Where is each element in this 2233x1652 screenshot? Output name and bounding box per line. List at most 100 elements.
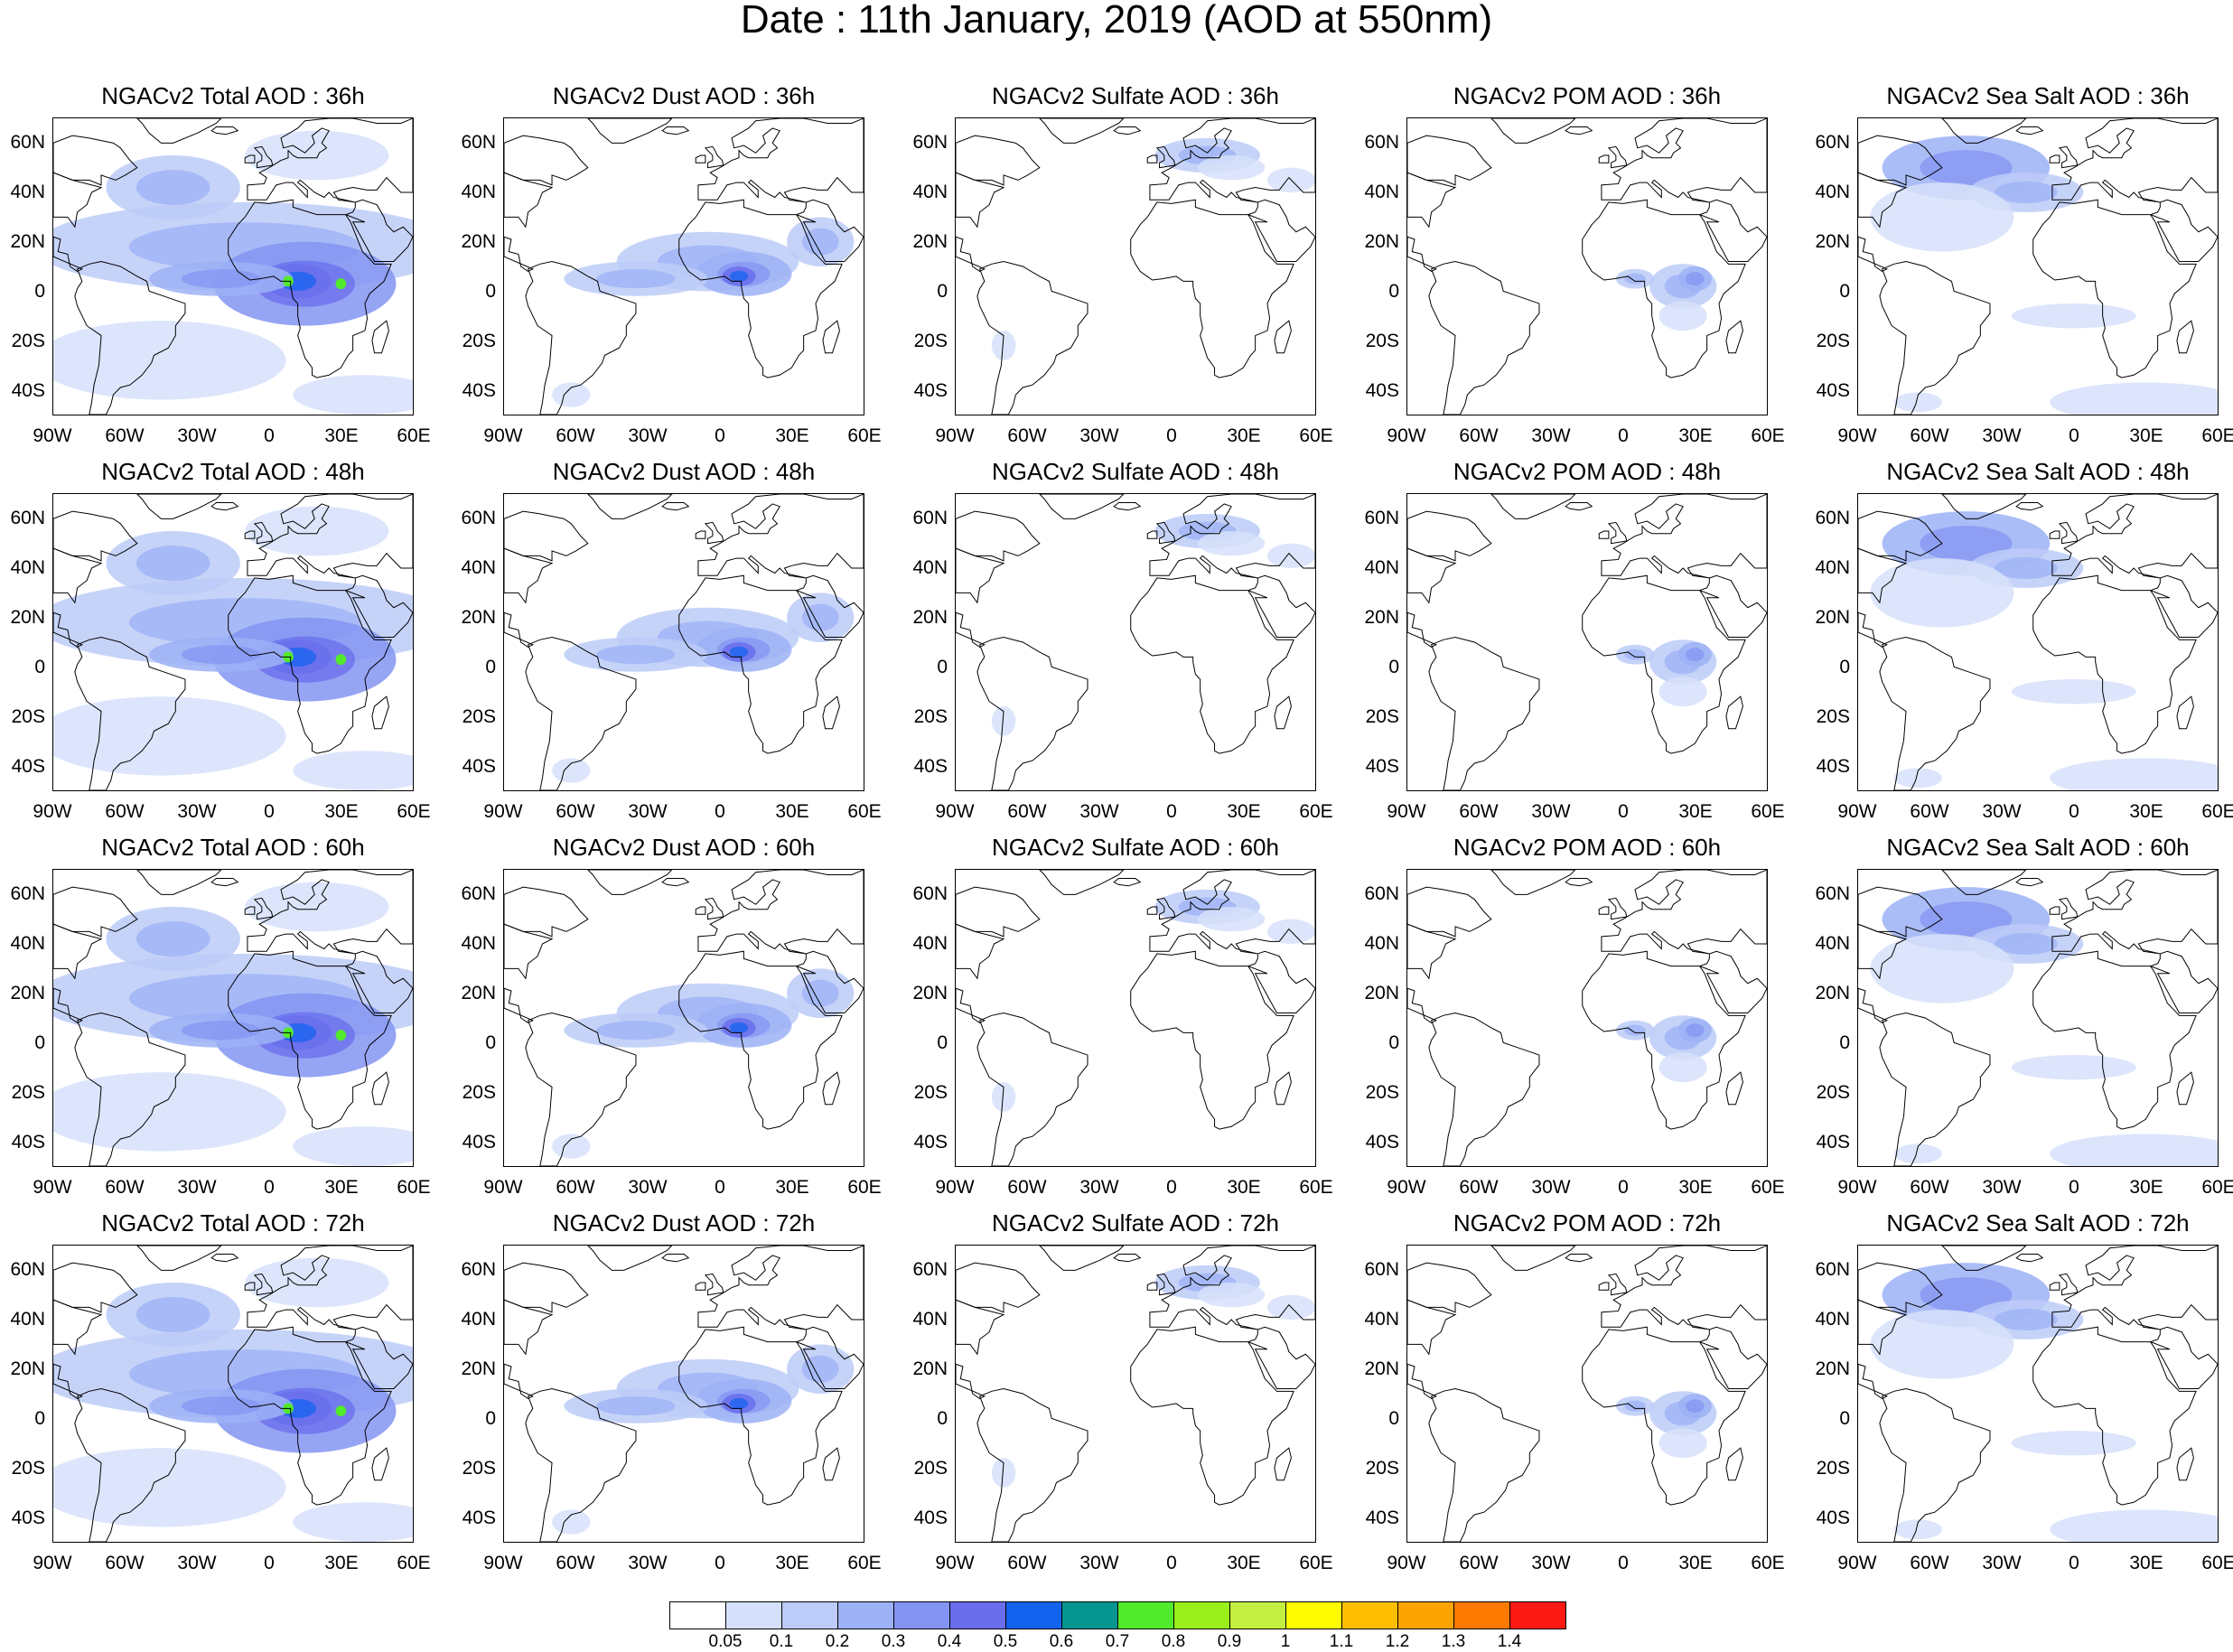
colorbar-swatch xyxy=(893,1601,950,1629)
coastline xyxy=(74,261,186,415)
coastline xyxy=(822,695,840,730)
lat-tick-label: 60N xyxy=(1815,882,1850,904)
coastline xyxy=(1598,154,1610,163)
lon-tick-label: 30E xyxy=(324,425,359,446)
lon-tick-label: 60W xyxy=(1007,425,1047,446)
aod-plume-core xyxy=(596,645,676,665)
colorbar-swatch xyxy=(949,1601,1006,1629)
aod-plume-core xyxy=(596,1396,676,1416)
coastline xyxy=(1039,118,1125,144)
aod-plume xyxy=(552,758,591,783)
lon-tick-label: 0 xyxy=(1618,425,1629,446)
map-panel-seasalt xyxy=(1857,493,2219,791)
lon-tick-label: 60W xyxy=(1007,1177,1047,1198)
lat-tick-label: 40N xyxy=(10,181,45,202)
aod-plume xyxy=(245,506,389,556)
coastline xyxy=(956,987,986,1024)
map-canvas xyxy=(1407,118,1767,415)
coastline xyxy=(210,878,239,887)
map-panel-seasalt xyxy=(1857,869,2219,1167)
coastline xyxy=(956,611,986,649)
lon-tick-label: 60E xyxy=(397,425,431,446)
coastline xyxy=(504,987,535,1024)
coastline xyxy=(1607,521,1628,545)
aod-plume-core xyxy=(729,1397,749,1409)
lon-tick-label: 0 xyxy=(715,1177,725,1198)
coastline xyxy=(53,611,84,649)
coastline xyxy=(956,172,1005,229)
panel-title: NGACv2 POM AOD : 60h xyxy=(1453,834,1722,861)
colorbar-label: 1.4 xyxy=(1497,1632,1522,1651)
coastline xyxy=(1407,172,1457,229)
coastline xyxy=(1155,521,1176,545)
lat-tick-label: 40N xyxy=(1364,1308,1399,1330)
lat-tick-label: 40N xyxy=(10,932,45,954)
aod-hotspot xyxy=(335,1405,347,1417)
lat-tick-label: 40S xyxy=(913,755,948,777)
lat-tick-label: 20S xyxy=(1365,1457,1399,1479)
colorbar-swatch xyxy=(725,1601,782,1629)
coastline xyxy=(1725,695,1743,730)
coastline xyxy=(53,987,84,1024)
coastline xyxy=(1274,320,1292,354)
aod-plume xyxy=(2011,303,2136,329)
lon-tick-label: 60W xyxy=(1459,1177,1499,1198)
coastline xyxy=(1879,261,1991,415)
aod-plume xyxy=(2050,1509,2218,1542)
aod-plume-core xyxy=(1686,1023,1705,1038)
coastline xyxy=(1407,1299,1457,1356)
coastline xyxy=(1113,126,1142,135)
aod-plume-core xyxy=(135,920,210,957)
aod-plume xyxy=(293,1126,413,1166)
coastline xyxy=(1146,906,1158,915)
colorbar-swatch xyxy=(837,1601,894,1629)
lat-tick-label: 20S xyxy=(913,1457,948,1479)
coastline xyxy=(956,1363,986,1400)
panel-title: NGACv2 POM AOD : 36h xyxy=(1453,82,1722,109)
lat-tick-label: 20N xyxy=(912,1358,948,1379)
coastline xyxy=(695,906,706,915)
panel-title: NGACv2 Sea Salt AOD : 60h xyxy=(1886,834,2190,861)
lat-tick-label: 20S xyxy=(913,330,948,351)
lat-tick-label: 20S xyxy=(11,1081,45,1103)
colorbar-swatch xyxy=(1509,1601,1566,1629)
lat-tick-label: 20N xyxy=(10,982,45,1003)
aod-plume xyxy=(552,1134,591,1159)
lon-tick-label: 60W xyxy=(1007,801,1047,822)
coastline xyxy=(697,870,864,1014)
coastline xyxy=(956,1299,1005,1356)
panel-title: NGACv2 Total AOD : 36h xyxy=(101,82,365,109)
aod-plume-core xyxy=(1994,556,2058,580)
lat-tick-label: 40S xyxy=(913,1507,948,1528)
lat-tick-label: 60N xyxy=(1815,507,1850,528)
coastline xyxy=(1725,320,1743,354)
coastline xyxy=(1582,1326,1746,1506)
lat-tick-label: 40N xyxy=(1815,1308,1850,1330)
coastline xyxy=(1582,950,1746,1130)
coastline xyxy=(53,236,84,273)
lon-tick-label: 60E xyxy=(397,1177,431,1198)
aod-plume xyxy=(1197,155,1266,181)
aod-plume xyxy=(1893,768,1942,789)
coastline xyxy=(1428,261,1540,415)
lon-tick-label: 90W xyxy=(33,425,72,446)
lat-tick-label: 20N xyxy=(461,606,496,628)
coastline xyxy=(695,154,706,163)
lat-tick-label: 40S xyxy=(1365,1507,1399,1528)
map-panel-pom xyxy=(1406,1245,1768,1543)
lat-tick-label: 0 xyxy=(1839,1407,1850,1429)
lat-tick-label: 60N xyxy=(461,507,496,528)
aod-plume xyxy=(2011,679,2136,705)
panel-title: NGACv2 Sea Salt AOD : 72h xyxy=(1886,1209,2190,1237)
aod-plume xyxy=(1870,934,2014,1003)
lat-tick-label: 60N xyxy=(912,131,948,153)
coastline xyxy=(74,1388,186,1542)
map-panel-dust xyxy=(503,493,864,791)
lat-tick-label: 40S xyxy=(1816,1131,1850,1153)
lon-tick-label: 60E xyxy=(1751,801,1785,822)
aod-plume-core xyxy=(801,1355,839,1383)
lat-tick-label: 60N xyxy=(10,1258,45,1280)
panel-title: NGACv2 Dust AOD : 36h xyxy=(552,82,816,109)
coastline xyxy=(1407,236,1438,273)
map-panel-pom xyxy=(1406,493,1768,791)
